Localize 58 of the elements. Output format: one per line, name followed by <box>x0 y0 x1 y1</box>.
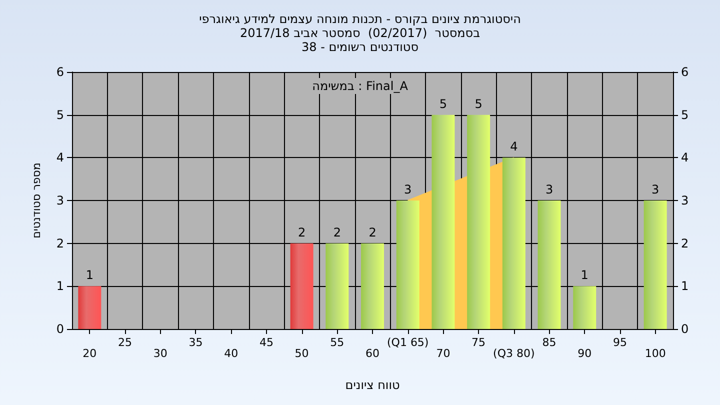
y-tick-label: 4 <box>56 150 64 165</box>
y-tick-label: 5 <box>56 108 64 122</box>
y-tick-label: 0 <box>56 322 64 336</box>
x-tick-label: 60 <box>366 347 380 360</box>
y2-tick-label: 3 <box>681 194 689 208</box>
x-axis-title: טווח ציונים <box>345 378 400 392</box>
x-tick-label: (Q3 80) <box>493 347 535 360</box>
x-tick-label: 35 <box>188 336 203 349</box>
y-axis-title: מספר סטודנטים <box>30 162 43 238</box>
bar <box>78 286 102 329</box>
data-label: 3 <box>404 182 412 196</box>
data-label: 2 <box>298 225 306 240</box>
data-label: 1 <box>580 268 588 282</box>
y2-tick-label: 1 <box>681 279 689 294</box>
x-tick-label: 40 <box>224 347 238 360</box>
y2-tick-label: 5 <box>681 108 689 122</box>
x-tick-label: 75 <box>472 336 486 349</box>
data-label: 1 <box>86 268 94 282</box>
bar <box>644 200 667 329</box>
x-tick-label: 90 <box>578 347 592 360</box>
x-tick-label: 30 <box>153 347 168 360</box>
y-tick-label: 6 <box>56 65 64 79</box>
annotation: במשימה : Final_A <box>312 79 409 93</box>
y2-tick-label: 4 <box>681 150 689 165</box>
y2-tick-label: 6 <box>681 65 689 79</box>
x-tick-label: 50 <box>294 347 309 360</box>
chart-title: היסטוגרמת ציונים בקורס - תכנות מונחה עצמים למידע גיאוגרפי <box>199 12 521 26</box>
data-label: 4 <box>510 140 518 154</box>
data-label: 2 <box>368 225 376 240</box>
bar <box>502 158 526 329</box>
data-label: 3 <box>545 182 554 196</box>
data-label: 2 <box>333 225 341 240</box>
bar <box>326 243 349 329</box>
x-tick-label: 25 <box>118 336 132 349</box>
y-tick-label: 2 <box>56 236 64 250</box>
y-tick-label: 1 <box>56 279 64 294</box>
bar <box>361 243 384 329</box>
bar <box>290 243 314 329</box>
x-tick-label: 100 <box>644 347 666 360</box>
x-tick-label: 20 <box>82 347 97 360</box>
x-tick-label: 85 <box>542 336 556 349</box>
chart-subtitle: בסמסטר (02/2017) סמסטר אביב 2017/18 סטודנטים רשומים - 38 <box>240 26 480 54</box>
x-tick-label: (Q1 65) <box>386 336 429 349</box>
bar <box>396 200 420 329</box>
x-tick-label: 95 <box>612 336 627 349</box>
bar <box>432 114 455 329</box>
y-tick-label: 3 <box>56 194 64 208</box>
x-tick-label: 55 <box>330 336 344 349</box>
bar <box>467 114 490 329</box>
data-label: 5 <box>439 96 448 111</box>
data-label: 5 <box>474 96 482 111</box>
bar <box>538 200 561 329</box>
x-tick-label: 45 <box>259 336 274 349</box>
y2-tick-label: 2 <box>681 236 689 250</box>
y2-tick-label: 0 <box>681 322 689 336</box>
data-label: 3 <box>652 182 660 196</box>
x-tick-label: 70 <box>436 347 450 360</box>
bar <box>573 286 596 329</box>
